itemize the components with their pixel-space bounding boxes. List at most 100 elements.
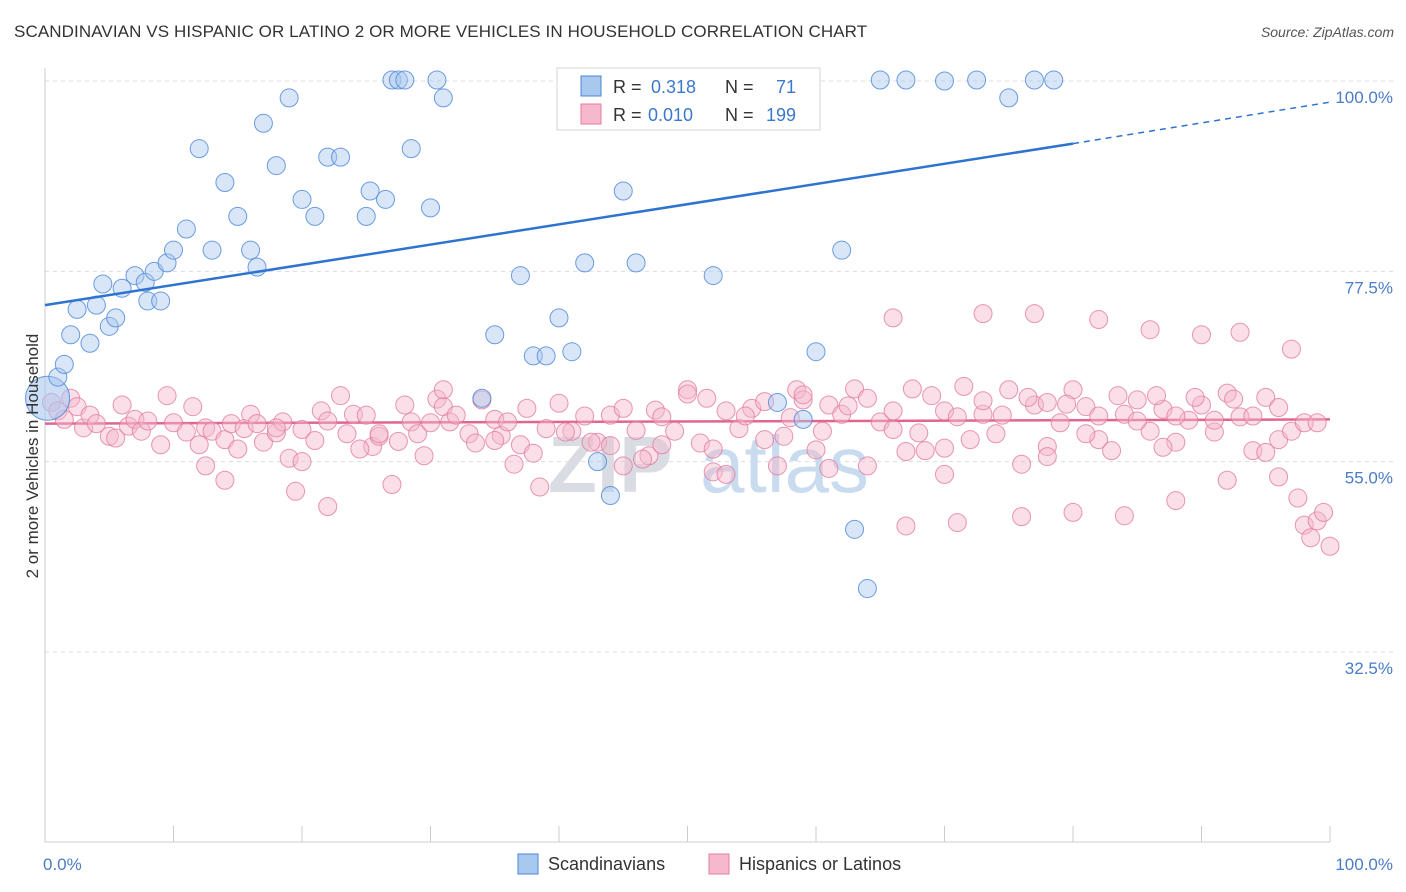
stats-pink-n-label: N = xyxy=(725,105,754,125)
hispanic-point-175 xyxy=(1243,406,1263,426)
hispanic-point-164 xyxy=(1037,392,1057,412)
hispanic-point-61 xyxy=(523,443,543,463)
scandinavian-point-32 xyxy=(356,206,376,226)
hispanic-point-180 xyxy=(600,436,620,456)
legend-blue-swatch[interactable] xyxy=(517,853,539,875)
stats-blue-swatch xyxy=(580,75,602,97)
hispanic-point-137 xyxy=(433,380,453,400)
scandinavian-point-38 xyxy=(401,139,421,159)
hispanic-point-30 xyxy=(266,423,286,443)
stats-pink-swatch xyxy=(580,103,602,125)
hispanic-point-186 xyxy=(1256,442,1276,462)
hispanic-point-36 xyxy=(311,401,331,421)
scandinavian-point-19 xyxy=(189,139,209,159)
legend-blue-label[interactable]: Scandinavians xyxy=(548,854,665,874)
scandinavian-point-37 xyxy=(395,70,415,90)
hispanic-point-60 xyxy=(517,398,537,418)
hispanic-point-100 xyxy=(999,380,1019,400)
hispanic-point-135 xyxy=(369,424,389,444)
hispanic-point-95 xyxy=(935,401,954,421)
x-axis xyxy=(44,826,1331,843)
hispanic-point-32 xyxy=(279,448,299,468)
hispanic-point-19 xyxy=(183,397,203,417)
hispanic-point-146 xyxy=(678,384,697,404)
hispanic-point-83 xyxy=(787,380,807,400)
chart-title: SCANDINAVIAN VS HISPANIC OR LATINO 2 OR … xyxy=(14,22,868,41)
scandinavian-point-16 xyxy=(157,253,177,273)
scandinavian-point-68 xyxy=(935,71,954,91)
scandinavian-point-65 xyxy=(857,579,877,599)
hispanic-point-63 xyxy=(549,393,569,413)
scandinavian-point-33 xyxy=(360,181,380,201)
scandinavian-point-57 xyxy=(703,266,723,286)
legend-pink-label[interactable]: Hispanics or Latinos xyxy=(739,854,901,874)
hispanic-point-108 xyxy=(1102,441,1122,461)
y-tick-label-1: 77.5% xyxy=(1345,278,1393,297)
hispanic-point-201 xyxy=(1217,470,1237,490)
hispanic-point-62 xyxy=(536,419,556,439)
hispanic-point-35 xyxy=(305,431,325,451)
hispanic-point-86 xyxy=(819,395,839,415)
stats-blue-n-label: N = xyxy=(725,77,754,97)
hispanic-point-202 xyxy=(1269,467,1289,487)
hispanic-point-166 xyxy=(1076,424,1096,444)
scandinavian-point-42 xyxy=(472,388,492,408)
hispanic-point-45 xyxy=(388,431,408,451)
scandinavian-point-72 xyxy=(1044,70,1064,90)
source-credit: Source: ZipAtlas.com xyxy=(1260,24,1394,40)
hispanic-point-103 xyxy=(1037,436,1057,456)
hispanic-point-184 xyxy=(1037,447,1057,467)
hispanic-point-8 xyxy=(99,426,119,446)
hispanic-point-127 xyxy=(1314,502,1334,522)
hispanic-points xyxy=(41,304,1340,556)
hispanic-point-134 xyxy=(350,439,370,459)
legend-pink-swatch[interactable] xyxy=(708,853,730,875)
scandinavian-point-51 xyxy=(600,486,620,506)
scandinavian-point-9 xyxy=(106,308,126,328)
hispanic-point-153 xyxy=(812,421,832,441)
hispanic-point-88 xyxy=(845,379,865,399)
scandinavian-point-71 xyxy=(1024,70,1044,90)
hispanic-point-65 xyxy=(575,406,595,426)
y-tick-label-2: 55.0% xyxy=(1345,469,1393,488)
scandinavian-point-7 xyxy=(93,274,113,294)
hispanic-point-178 xyxy=(1307,413,1327,433)
hispanic-point-81 xyxy=(767,456,787,476)
hispanic-point-125 xyxy=(1301,528,1321,548)
hispanic-point-200 xyxy=(1166,491,1186,511)
hispanic-point-131 xyxy=(266,418,286,438)
hispanic-point-152 xyxy=(793,385,813,405)
hispanic-point-185 xyxy=(1153,437,1173,457)
hispanic-point-20 xyxy=(189,435,209,455)
hispanic-point-17 xyxy=(164,413,183,433)
hispanic-point-14 xyxy=(138,411,158,431)
hispanic-point-74 xyxy=(678,380,697,400)
hispanic-point-113 xyxy=(1166,432,1186,452)
hispanic-point-94 xyxy=(922,386,942,406)
hispanic-point-104 xyxy=(1050,413,1070,433)
hispanic-point-28 xyxy=(247,414,267,434)
hispanic-point-129 xyxy=(196,456,216,476)
scandinavian-point-5 xyxy=(80,333,100,353)
scandinavian-point-15 xyxy=(151,291,171,311)
hispanic-point-145 xyxy=(652,435,672,455)
scandinavian-point-69 xyxy=(967,70,987,90)
hispanic-point-141 xyxy=(555,422,575,442)
y-tick-label-0: 100.0% xyxy=(1335,88,1393,107)
scandinavian-point-61 xyxy=(793,409,813,429)
scandinavian-point-2 xyxy=(54,354,74,374)
hispanic-point-160 xyxy=(954,376,974,396)
hispanic-point-50 xyxy=(427,389,447,409)
hispanic-point-77 xyxy=(716,401,736,421)
scandinavian-point-49 xyxy=(575,253,595,273)
scandinavian-point-21 xyxy=(215,173,235,193)
hispanic-point-130 xyxy=(215,470,235,490)
hispanic-point-161 xyxy=(973,391,993,411)
hispanic-point-78 xyxy=(729,419,749,439)
scandinavian-point-63 xyxy=(832,240,852,260)
hispanic-point-41 xyxy=(356,405,376,425)
scandinavian-point-1 xyxy=(48,367,68,387)
scandinavian-point-70 xyxy=(999,88,1019,108)
hispanic-point-66 xyxy=(588,432,608,452)
